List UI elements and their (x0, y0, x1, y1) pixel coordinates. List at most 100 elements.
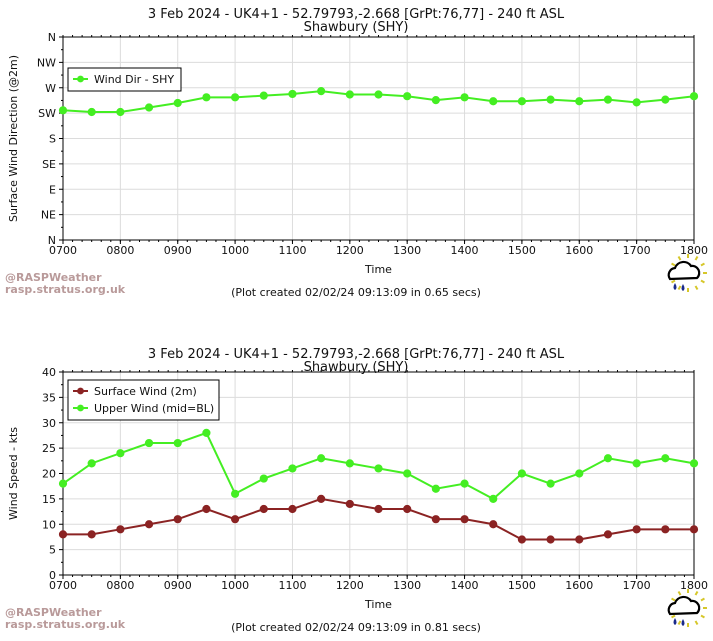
sun-ray (694, 285, 699, 290)
x-tick-label: 0700 (49, 579, 77, 592)
y-tick-label: N (48, 234, 56, 247)
data-point (575, 535, 584, 544)
data-point (144, 103, 154, 112)
sun-ray (677, 620, 682, 625)
x-tick-label: 1000 (221, 579, 249, 592)
data-point (546, 479, 555, 488)
data-point (230, 515, 240, 524)
data-point (517, 97, 527, 106)
data-point (230, 93, 240, 102)
sun-ray (694, 620, 699, 625)
watermark-handle: @RASPWeather (5, 606, 102, 619)
data-point (403, 469, 412, 478)
plot-frame (62, 371, 695, 576)
x-tick-label: 1600 (565, 579, 593, 592)
x-tick-label: 1500 (508, 244, 536, 257)
watermark-url: rasp.stratus.org.uk (5, 618, 126, 631)
y-tick-label: SE (42, 158, 56, 171)
rain-drop (673, 618, 677, 625)
data-point (403, 92, 412, 101)
legend-entry: Surface Wind (2m) (94, 385, 197, 398)
chart-subtitle: Shawbury (SHY) (304, 20, 409, 35)
x-tick-label: 1300 (393, 244, 421, 257)
plot-footer: (Plot created 02/02/24 09:13:09 in 0.81 … (231, 621, 481, 634)
data-point (603, 530, 613, 539)
data-point (58, 479, 68, 488)
chart-title: 3 Feb 2024 - UK4+1 - 52.79793,-2.668 [Gr… (148, 7, 565, 22)
cloud-shape (667, 595, 701, 616)
data-point (116, 107, 125, 117)
data-point (374, 464, 383, 473)
x-tick-label: 1800 (680, 579, 708, 592)
data-point (661, 454, 670, 463)
data-point (460, 515, 469, 524)
x-tick-label: 1400 (451, 244, 479, 257)
data-point (202, 428, 211, 437)
data-point (689, 459, 699, 468)
rain-drop (673, 283, 677, 290)
y-tick-label: 0 (49, 569, 56, 582)
data-point (202, 93, 211, 102)
data-point (489, 494, 498, 503)
data-point (259, 91, 268, 100)
data-point (575, 469, 584, 478)
data-point (489, 520, 498, 529)
y-tick-label: 35 (42, 391, 56, 404)
rain-drop (681, 284, 685, 291)
data-point (144, 438, 154, 448)
data-point (374, 504, 383, 514)
data-point (259, 504, 268, 514)
y-tick-label: N (48, 31, 56, 44)
data-point (317, 494, 326, 503)
data-point (575, 97, 584, 106)
legend-swatch-marker (77, 387, 84, 395)
y-tick-label: 20 (42, 468, 56, 481)
data-point (116, 525, 125, 534)
data-point (431, 515, 440, 524)
y-tick-label: NW (37, 56, 56, 69)
legend-box (67, 379, 220, 421)
x-tick-label: 1600 (565, 244, 593, 257)
data-point (202, 504, 211, 514)
sun-ray (677, 285, 682, 290)
data-point (661, 95, 670, 104)
x-tick-label: 1500 (508, 579, 536, 592)
x-tick-label: 0900 (164, 579, 192, 592)
data-point (431, 96, 440, 105)
watermark-handle: @RASPWeather (5, 271, 102, 284)
data-point (116, 449, 125, 458)
data-point (517, 535, 527, 544)
data-point (288, 504, 297, 514)
sun-ray (694, 591, 699, 596)
y-tick-label: 10 (42, 518, 56, 531)
sun-ray (671, 597, 676, 602)
chart-2: 3 Feb 2024 - UK4+1 - 52.79793,-2.668 [Gr… (5, 347, 708, 634)
y-axis-label: Wind Speed - kts (7, 427, 20, 520)
plot-footer: (Plot created 02/02/24 09:13:09 in 0.65 … (231, 286, 481, 299)
data-point (632, 525, 641, 534)
data-point (345, 90, 354, 99)
watermark-url: rasp.stratus.org.uk (5, 283, 126, 296)
data-point (661, 525, 670, 534)
y-tick-label: E (49, 183, 56, 196)
data-point (173, 515, 182, 524)
x-tick-label: 1000 (221, 244, 249, 257)
data-point (431, 484, 440, 493)
sun-ray (677, 591, 682, 596)
x-tick-label: 1100 (278, 579, 306, 592)
y-tick-label: NE (41, 209, 56, 222)
data-point (689, 92, 699, 101)
rain-drop (681, 619, 685, 626)
data-point (603, 95, 613, 104)
cloud-shape (667, 260, 701, 281)
x-tick-label: 1100 (278, 244, 306, 257)
x-tick-label: 1700 (623, 244, 651, 257)
x-tick-label: 0800 (106, 579, 134, 592)
sun-ray (677, 256, 682, 261)
x-tick-label: 0700 (49, 244, 77, 257)
data-point (632, 98, 641, 107)
data-point (460, 93, 469, 102)
sun-ray (671, 279, 676, 284)
legend-swatch-marker (77, 75, 84, 83)
